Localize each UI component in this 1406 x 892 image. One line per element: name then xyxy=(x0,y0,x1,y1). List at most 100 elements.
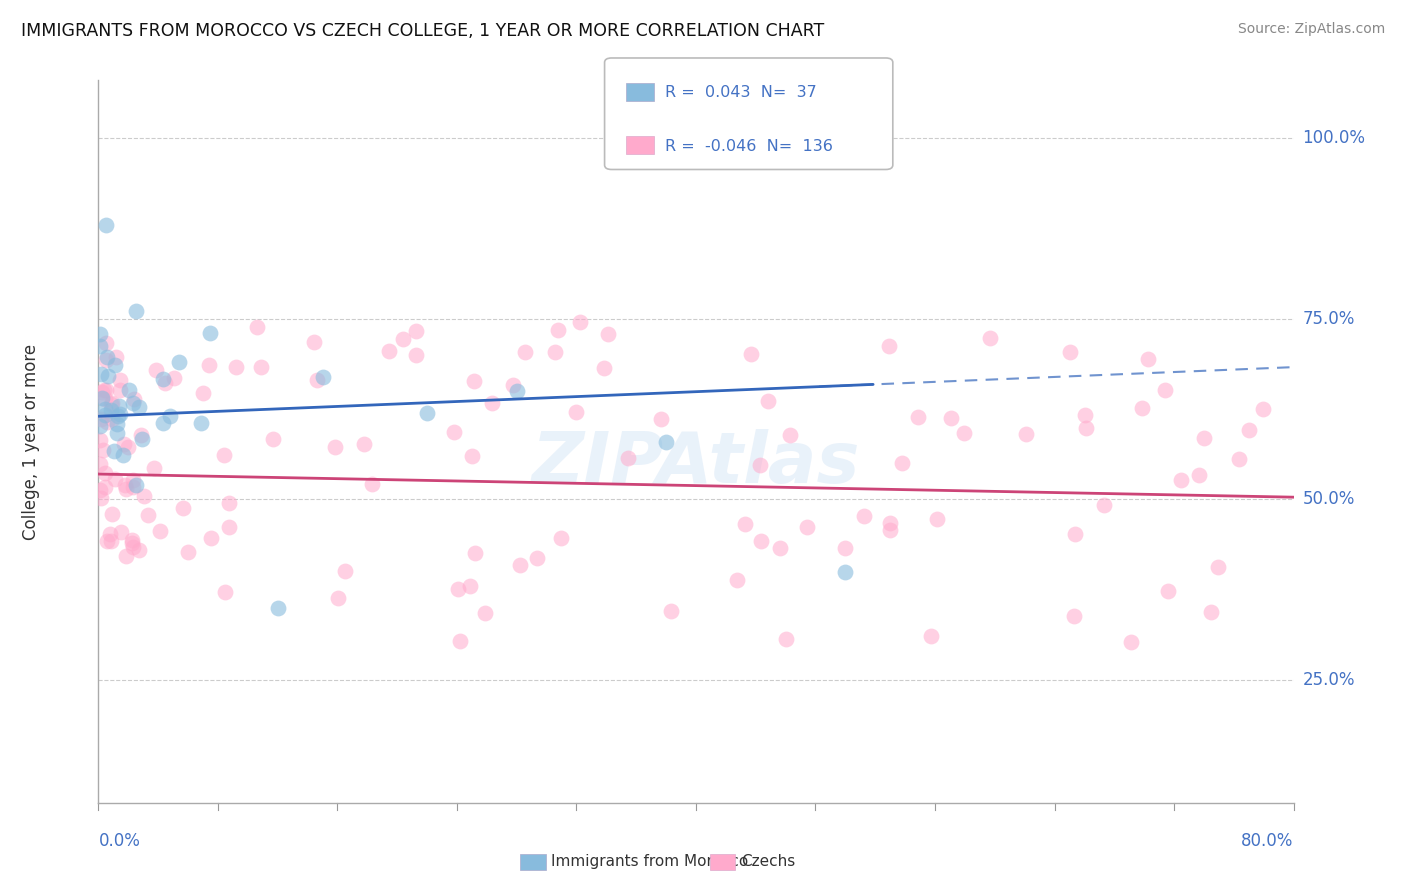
Point xyxy=(463,374,485,388)
Point xyxy=(879,516,901,531)
Point xyxy=(108,407,131,421)
Point xyxy=(136,508,159,522)
Point xyxy=(360,476,382,491)
Point xyxy=(108,383,131,397)
Point xyxy=(939,410,962,425)
Point xyxy=(592,360,614,375)
Point xyxy=(131,428,153,442)
Point xyxy=(1237,423,1260,437)
Point xyxy=(121,533,143,548)
Point xyxy=(225,360,247,375)
Point xyxy=(416,406,439,420)
Point xyxy=(218,519,240,533)
Text: 25.0%: 25.0% xyxy=(1302,671,1355,689)
Point xyxy=(91,443,114,458)
Point xyxy=(502,378,524,392)
Point xyxy=(125,477,148,491)
Point xyxy=(167,355,190,369)
Point xyxy=(89,458,111,472)
Text: IMMIGRANTS FROM MOROCCO VS CZECH COLLEGE, 1 YEAR OR MORE CORRELATION CHART: IMMIGRANTS FROM MOROCCO VS CZECH COLLEGE… xyxy=(21,22,824,40)
Point xyxy=(1074,421,1097,435)
Point xyxy=(650,412,672,426)
Point xyxy=(149,524,172,539)
Point xyxy=(464,545,486,559)
Point xyxy=(1192,431,1215,445)
Point xyxy=(305,374,328,388)
Point xyxy=(515,345,537,359)
Point xyxy=(122,396,145,410)
Text: Source: ZipAtlas.com: Source: ZipAtlas.com xyxy=(1237,22,1385,37)
Point xyxy=(143,461,166,475)
Point xyxy=(214,448,236,462)
Point xyxy=(193,386,215,401)
Point xyxy=(94,383,117,397)
Point xyxy=(105,417,128,431)
Point xyxy=(125,304,148,318)
Point xyxy=(89,338,111,352)
Point xyxy=(925,511,948,525)
Point xyxy=(101,507,124,521)
Point xyxy=(134,489,156,503)
Point xyxy=(550,531,572,545)
Point xyxy=(108,373,131,387)
Point xyxy=(1201,605,1223,619)
Point xyxy=(114,478,136,492)
Point xyxy=(749,533,772,548)
Point xyxy=(267,600,290,615)
Point xyxy=(834,565,856,579)
Point xyxy=(91,391,114,405)
Point xyxy=(952,425,974,440)
Point xyxy=(96,533,118,548)
Point xyxy=(122,480,145,494)
Point xyxy=(153,376,176,391)
Point xyxy=(200,326,222,341)
Point xyxy=(1253,401,1275,416)
Point xyxy=(461,450,484,464)
Point xyxy=(1015,427,1038,442)
Point xyxy=(1157,584,1180,599)
Point xyxy=(405,348,427,362)
Point xyxy=(112,437,135,451)
Point xyxy=(1063,609,1085,624)
Text: Immigrants from Morocco: Immigrants from Morocco xyxy=(551,855,748,869)
Point xyxy=(121,473,143,487)
Point xyxy=(90,367,112,381)
Point xyxy=(90,491,112,506)
Point xyxy=(547,322,569,336)
Point xyxy=(756,394,779,409)
Point xyxy=(311,369,333,384)
Point xyxy=(655,434,678,449)
Point xyxy=(458,579,481,593)
Point xyxy=(110,524,132,539)
Point xyxy=(115,549,138,563)
Point xyxy=(565,405,588,419)
Point xyxy=(89,419,111,434)
Point xyxy=(891,456,914,470)
Text: R =  0.043  N=  37: R = 0.043 N= 37 xyxy=(665,86,817,100)
Point xyxy=(114,482,136,496)
Point xyxy=(121,536,143,550)
Point xyxy=(94,218,117,232)
Text: Czechs: Czechs xyxy=(741,855,796,869)
Point xyxy=(1130,401,1153,415)
Point xyxy=(90,412,112,426)
Point xyxy=(405,324,427,338)
Point xyxy=(748,458,770,473)
Point xyxy=(250,359,273,374)
Point xyxy=(93,383,115,397)
Point xyxy=(853,509,876,524)
Point xyxy=(920,629,942,643)
Point xyxy=(353,437,375,451)
Point xyxy=(725,574,748,588)
Point xyxy=(122,392,145,406)
Point xyxy=(104,359,127,373)
Point xyxy=(118,383,141,397)
Point xyxy=(117,440,139,454)
Point xyxy=(96,350,118,364)
Point xyxy=(108,399,131,413)
Point xyxy=(128,400,150,414)
Point xyxy=(128,543,150,558)
Point xyxy=(449,633,471,648)
Point xyxy=(378,344,401,359)
Point xyxy=(1064,526,1087,541)
